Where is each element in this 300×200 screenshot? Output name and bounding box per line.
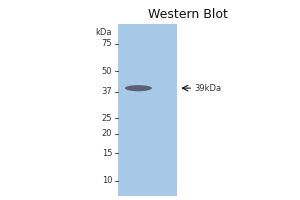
Bar bbox=[118, 24, 177, 196]
Text: 15: 15 bbox=[102, 149, 112, 158]
Text: 39kDa: 39kDa bbox=[195, 84, 222, 93]
Text: 50: 50 bbox=[102, 67, 112, 76]
Text: kDa: kDa bbox=[96, 28, 112, 37]
Text: 10: 10 bbox=[102, 176, 112, 185]
Text: 20: 20 bbox=[102, 129, 112, 138]
Text: Western Blot: Western Blot bbox=[148, 8, 228, 21]
Ellipse shape bbox=[125, 85, 152, 91]
Text: 37: 37 bbox=[101, 87, 112, 96]
Text: 75: 75 bbox=[102, 39, 112, 48]
Text: 25: 25 bbox=[102, 114, 112, 123]
